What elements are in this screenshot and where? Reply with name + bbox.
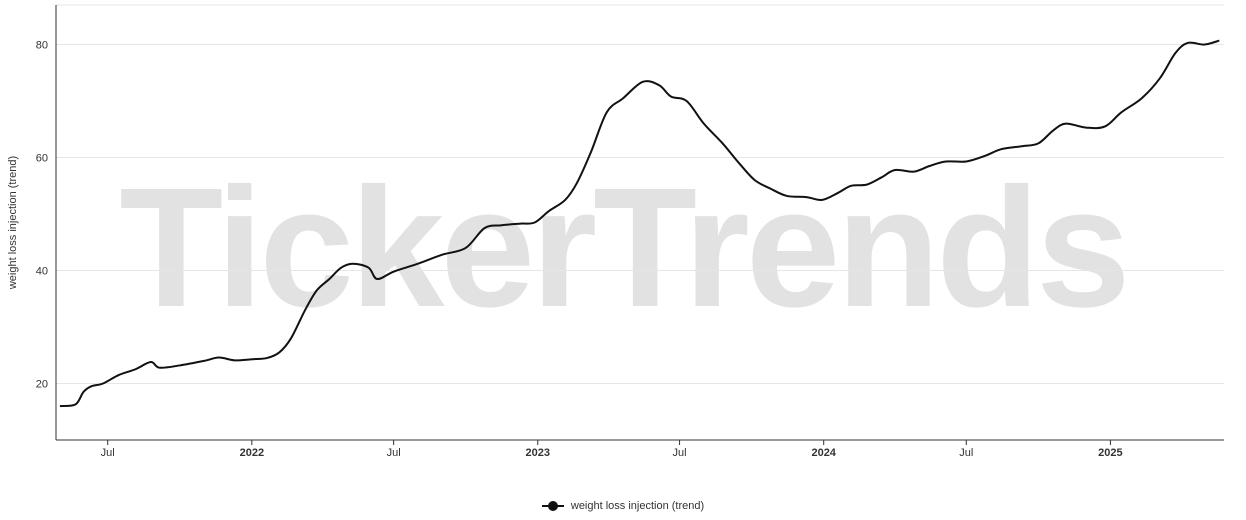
y-tick-label: 80 [36,40,48,52]
x-tick-label: Jul [387,447,401,459]
x-tick-label: Jul [101,447,115,459]
x-tick-label: 2025 [1098,447,1122,459]
series-line [59,39,1220,408]
x-tick-label: Jul [673,447,687,459]
y-tick-label: 20 [36,379,48,391]
y-axis-label: weight loss injection (trend) [7,156,19,290]
x-tick-label: Jul [959,447,973,459]
x-tick-label: 2024 [811,447,836,459]
x-tick-label: 2023 [526,447,550,459]
y-tick-label: 60 [36,153,48,165]
legend[interactable]: weight loss injection (trend) [0,500,1246,512]
y-tick-label: 40 [36,266,48,278]
x-tick-label: 2022 [240,447,264,459]
legend-line-marker-icon [541,501,564,512]
legend-label: weight loss injection (trend) [570,500,705,512]
